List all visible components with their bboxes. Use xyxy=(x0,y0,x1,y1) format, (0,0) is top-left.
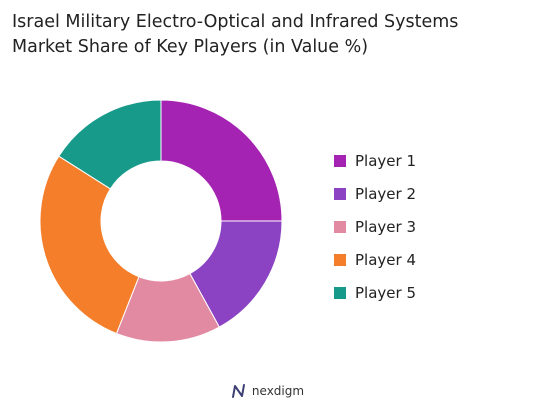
brand-footer: nexdigm xyxy=(0,383,535,399)
legend-label: Player 5 xyxy=(355,283,416,302)
legend-label: Player 3 xyxy=(355,217,416,236)
legend-label: Player 2 xyxy=(355,184,416,203)
chart-title-line-2: Market Share of Key Players (in Value %) xyxy=(12,37,369,57)
slice-player-1 xyxy=(160,99,283,222)
slice-player-5 xyxy=(58,99,162,190)
legend-swatch xyxy=(334,286,346,299)
chart-title: Israel Military Electro-Optical and Infr… xyxy=(12,10,527,60)
chart-legend: Player 1 Player 2 Player 3 Player 4 Player 5 xyxy=(334,144,416,309)
legend-item-player-5: Player 5 xyxy=(334,276,416,309)
legend-item-player-1: Player 1 xyxy=(334,144,416,177)
legend-item-player-3: Player 3 xyxy=(334,210,416,243)
chart-title-line-1: Israel Military Electro-Optical and Infr… xyxy=(12,12,459,32)
legend-item-player-2: Player 2 xyxy=(334,177,416,210)
legend-item-player-4: Player 4 xyxy=(334,243,416,276)
legend-label: Player 4 xyxy=(355,250,416,269)
legend-swatch xyxy=(334,154,346,167)
legend-swatch xyxy=(334,187,346,200)
legend-swatch xyxy=(334,220,346,233)
legend-label: Player 1 xyxy=(355,151,416,170)
brand-name: nexdigm xyxy=(251,384,305,398)
legend-swatch xyxy=(334,253,346,266)
nexdigm-logo-icon xyxy=(231,384,245,398)
slice-player-2 xyxy=(189,220,283,328)
slice-player-4 xyxy=(39,155,140,335)
